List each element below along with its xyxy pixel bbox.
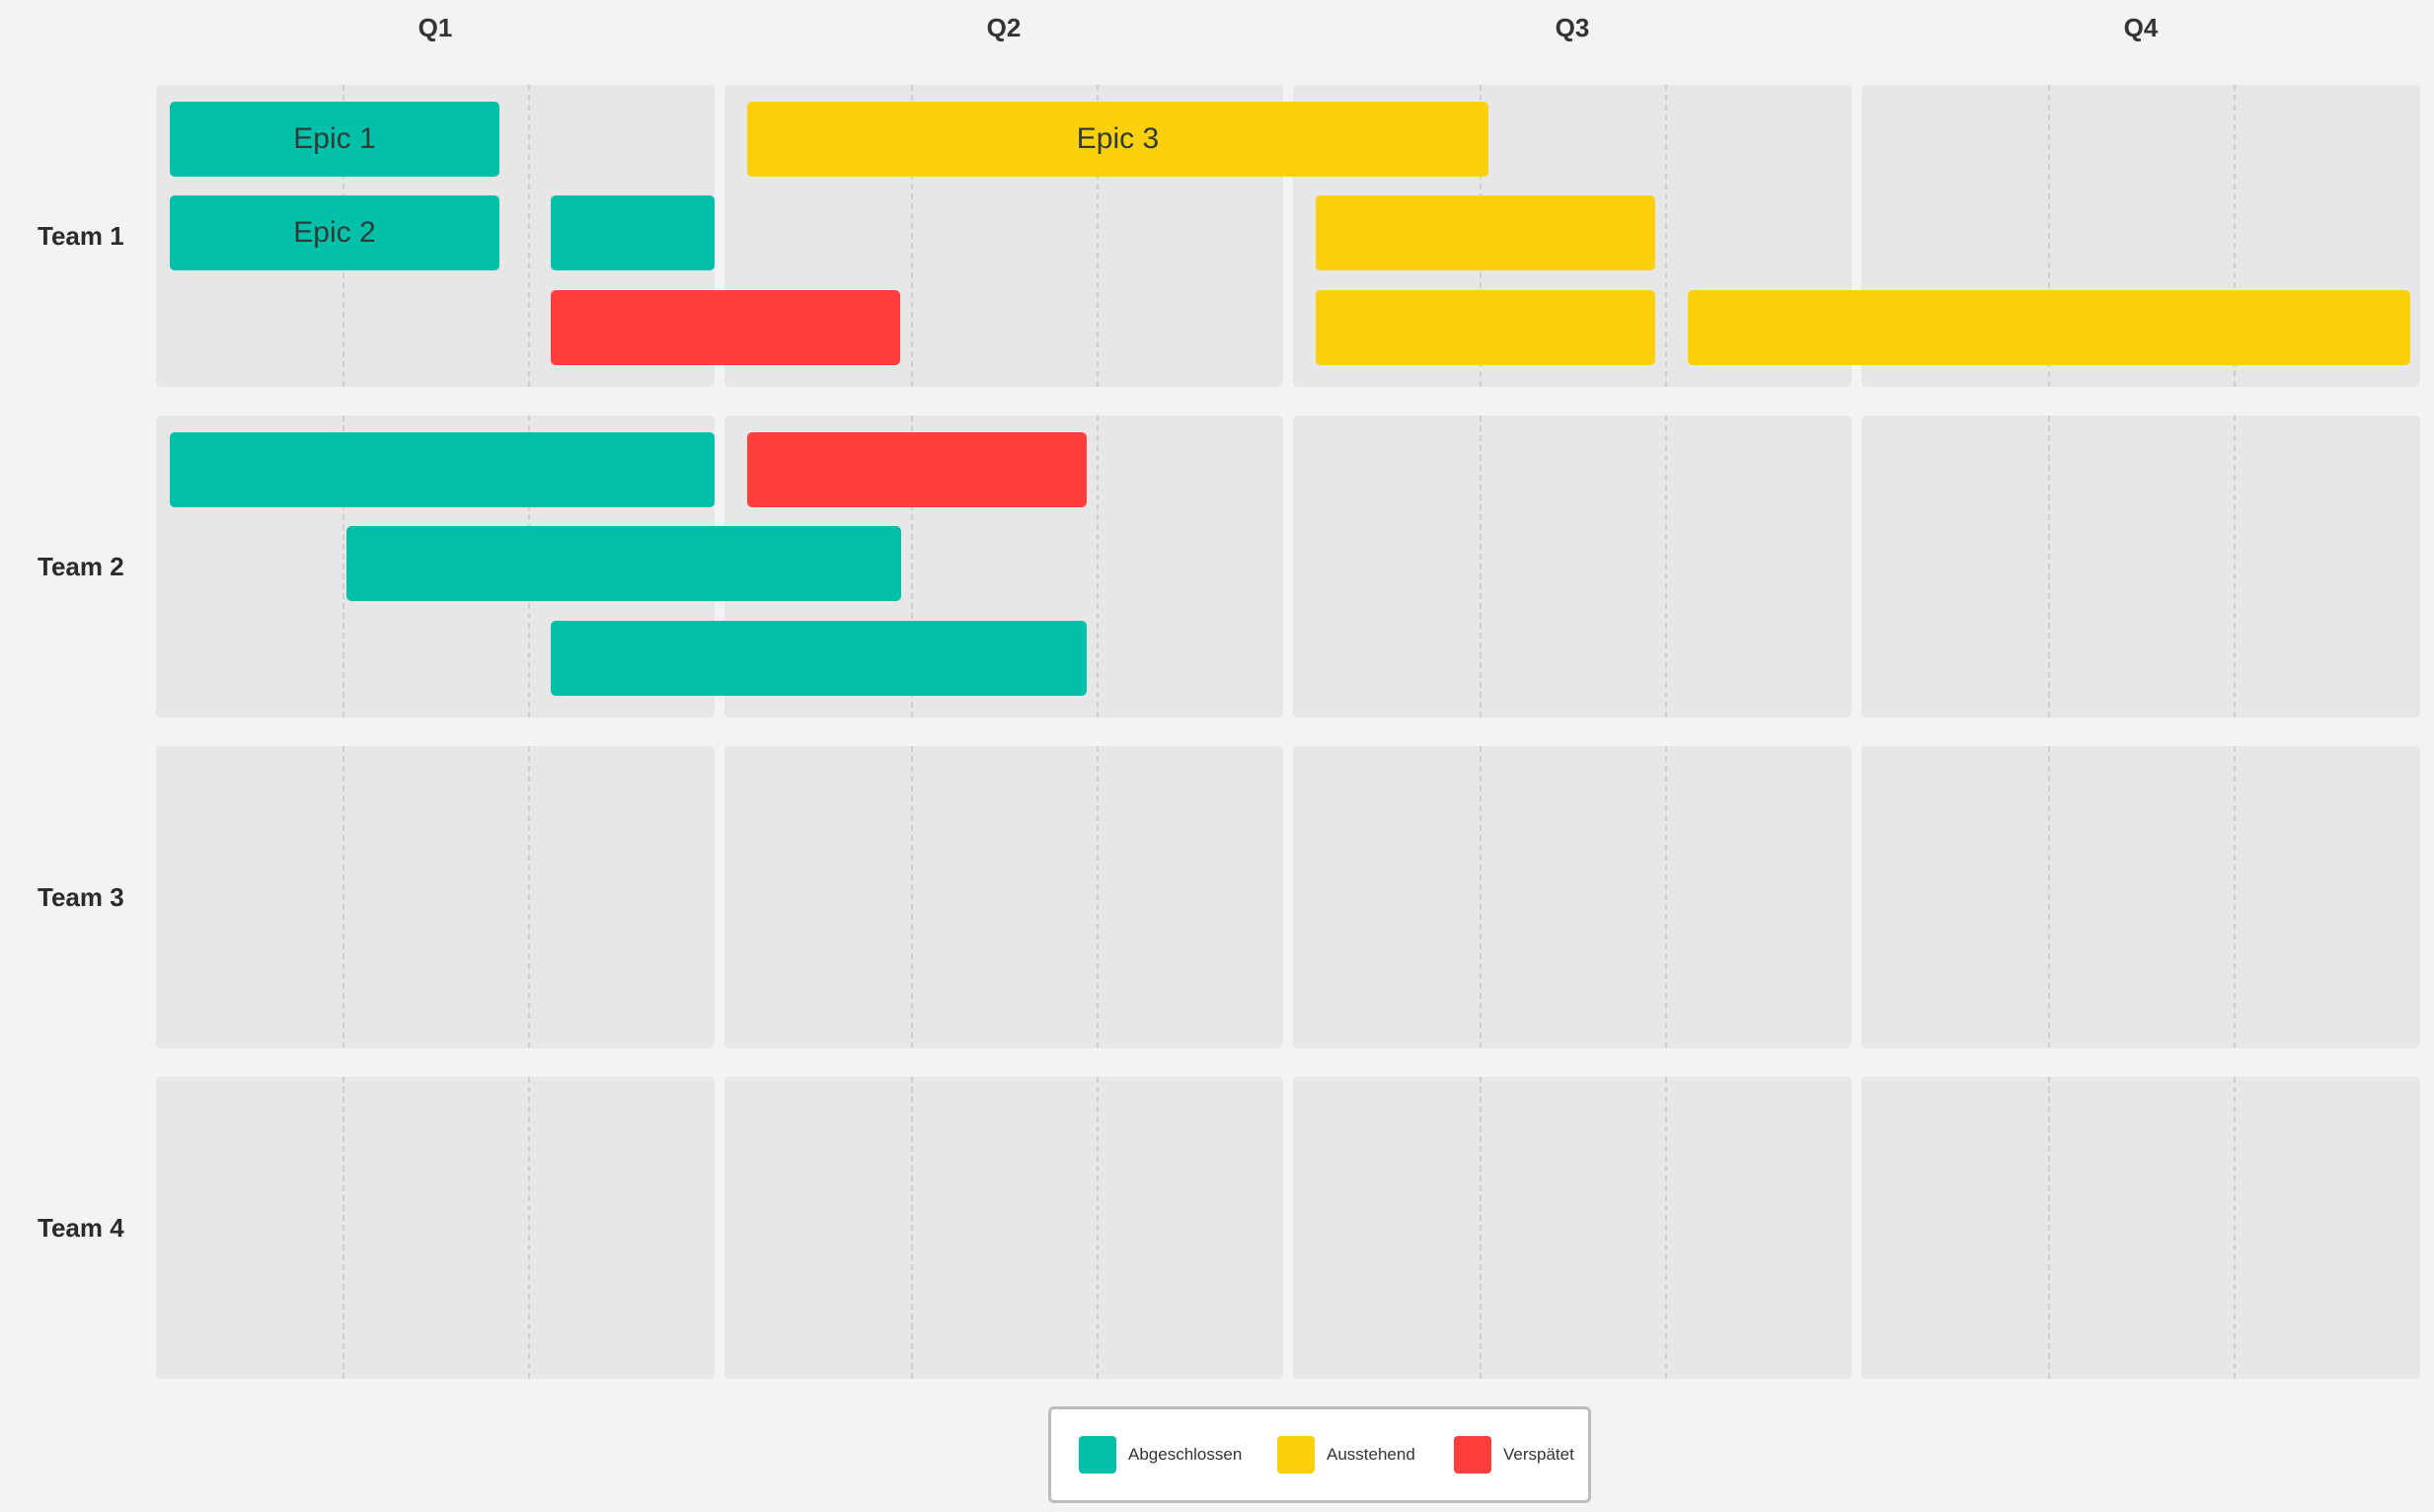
grid-cell-team4-q1 xyxy=(156,1077,715,1379)
legend-swatch-abgeschlossen xyxy=(1079,1436,1116,1474)
epic-bar-done[interactable]: Epic 1 xyxy=(170,102,499,177)
subdivision-gridline xyxy=(2048,746,2050,1048)
epic-bar-done[interactable] xyxy=(346,526,901,601)
legend-label-ausstehend: Ausstehend xyxy=(1327,1445,1415,1464)
subdivision-gridline xyxy=(342,416,344,718)
subdivision-gridline xyxy=(2048,1077,2050,1379)
grid-cell-team4-q4 xyxy=(1862,1077,2420,1379)
grid-cell-team2-q3 xyxy=(1293,416,1852,718)
epic-bar-pending[interactable] xyxy=(1688,290,2410,365)
subdivision-gridline xyxy=(1665,416,1667,718)
legend-label-abgeschlossen: Abgeschlossen xyxy=(1128,1445,1243,1464)
subdivision-gridline xyxy=(528,746,530,1048)
legend-item-abgeschlossen: Abgeschlossen xyxy=(1079,1409,1242,1500)
legend-swatch-ausstehend xyxy=(1277,1436,1315,1474)
quarter-label-q4: Q4 xyxy=(2123,13,2159,42)
epic-bar-done[interactable] xyxy=(170,432,715,507)
subdivision-gridline xyxy=(2234,416,2236,718)
subdivision-gridline xyxy=(1480,416,1482,718)
subdivision-gridline xyxy=(2048,416,2050,718)
subdivision-gridline xyxy=(911,746,913,1048)
subdivision-gridline xyxy=(1665,1077,1667,1379)
legend: Abgeschlossen Ausstehend Verspätet xyxy=(1048,1406,1591,1503)
subdivision-gridline xyxy=(2234,85,2236,387)
epic-bar-pending[interactable] xyxy=(1316,195,1655,270)
subdivision-gridline xyxy=(911,1077,913,1379)
quarter-label-q3: Q3 xyxy=(1555,13,1590,42)
team-label-1: Team 1 xyxy=(38,221,124,251)
subdivision-gridline xyxy=(342,746,344,1048)
team-label-2: Team 2 xyxy=(38,552,124,581)
legend-label-verspaetet: Verspätet xyxy=(1503,1445,1574,1464)
subdivision-gridline xyxy=(2048,85,2050,387)
subdivision-gridline xyxy=(1480,1077,1482,1379)
subdivision-gridline xyxy=(1097,746,1099,1048)
subdivision-gridline xyxy=(1665,85,1667,387)
subdivision-gridline xyxy=(911,416,913,718)
epic-bar-done[interactable]: Epic 2 xyxy=(170,195,499,270)
subdivision-gridline xyxy=(911,85,913,387)
quarter-label-q2: Q2 xyxy=(986,13,1022,42)
subdivision-gridline xyxy=(1097,85,1099,387)
legend-item-ausstehend: Ausstehend xyxy=(1277,1409,1415,1500)
subdivision-gridline xyxy=(528,1077,530,1379)
epic-bar-late[interactable] xyxy=(747,432,1087,507)
legend-swatch-verspaetet xyxy=(1454,1436,1491,1474)
subdivision-gridline xyxy=(1480,746,1482,1048)
epic-bar-pending[interactable] xyxy=(1316,290,1655,365)
subdivision-gridline xyxy=(1097,1077,1099,1379)
epic-bar-done[interactable] xyxy=(551,195,715,270)
subdivision-gridline xyxy=(2234,1077,2236,1379)
subdivision-gridline xyxy=(528,85,530,387)
grid-cell-team4-q2 xyxy=(724,1077,1283,1379)
grid-cell-team2-q4 xyxy=(1862,416,2420,718)
legend-item-verspaetet: Verspätet xyxy=(1454,1409,1574,1500)
grid-cell-team4-q3 xyxy=(1293,1077,1852,1379)
grid-cell-team3-q3 xyxy=(1293,746,1852,1048)
epic-bar-late[interactable] xyxy=(551,290,900,365)
epic-bar-pending[interactable]: Epic 3 xyxy=(747,102,1488,177)
team-label-4: Team 4 xyxy=(38,1213,124,1243)
grid-cell-team3-q2 xyxy=(724,746,1283,1048)
quarter-label-q1: Q1 xyxy=(418,13,453,42)
subdivision-gridline xyxy=(1665,746,1667,1048)
subdivision-gridline xyxy=(1097,416,1099,718)
team-label-3: Team 3 xyxy=(38,882,124,912)
grid-cell-team3-q1 xyxy=(156,746,715,1048)
subdivision-gridline xyxy=(342,1077,344,1379)
epic-bar-done[interactable] xyxy=(551,621,1087,696)
subdivision-gridline xyxy=(2234,746,2236,1048)
grid-cell-team3-q4 xyxy=(1862,746,2420,1048)
